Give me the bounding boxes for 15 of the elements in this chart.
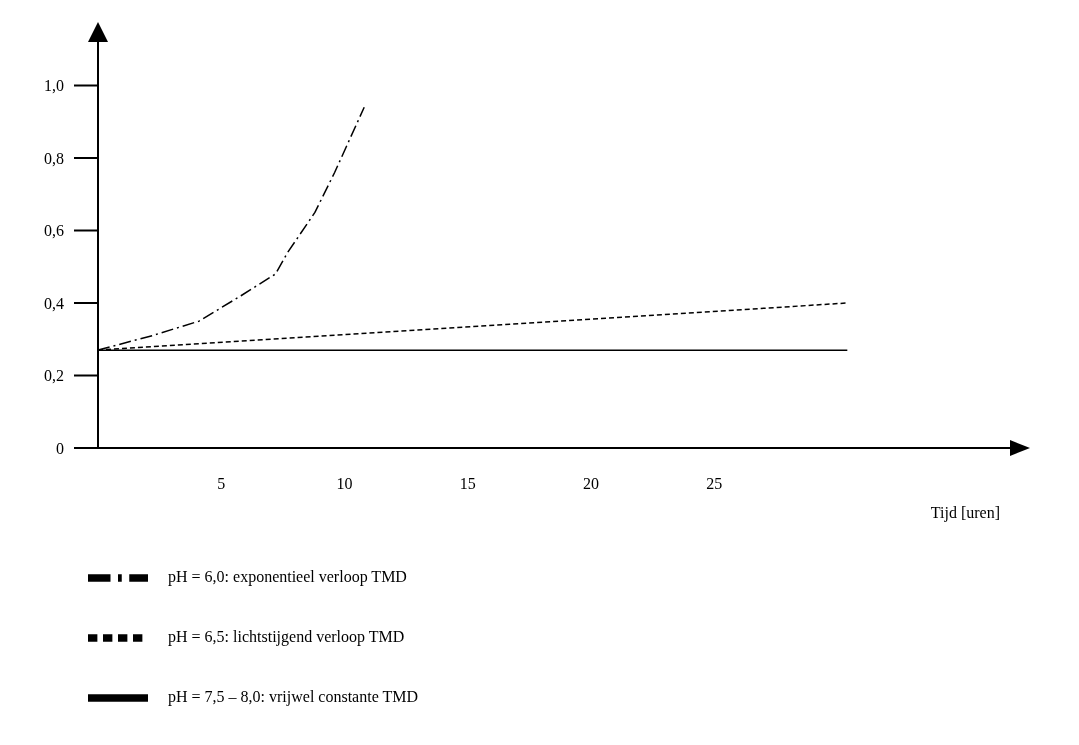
- y-tick-label: 0,8: [44, 149, 64, 167]
- y-tick-label: 0,4: [44, 294, 64, 312]
- x-tick-label: 20: [582, 475, 599, 493]
- x-tick-label: 10: [336, 475, 353, 493]
- x-axis-title: Tijd [uren]: [930, 504, 1000, 522]
- y-tick-label: 1,0: [44, 77, 64, 95]
- x-tick-label: 5: [217, 475, 226, 493]
- y-tick-label: 0: [56, 439, 64, 457]
- legend-label: pH = 6,0: exponentieel verloop TMD: [168, 567, 407, 585]
- x-tick-label: 15: [459, 475, 476, 493]
- legend-label: pH = 7,5 – 8,0: vrijwel constante TMD: [168, 687, 419, 705]
- y-tick-label: 0,6: [44, 222, 64, 240]
- legend-label: pH = 6,5: lichtstijgend verloop TMD: [168, 627, 405, 645]
- x-tick-label: 25: [706, 475, 723, 493]
- y-tick-label: 0,2: [44, 367, 64, 385]
